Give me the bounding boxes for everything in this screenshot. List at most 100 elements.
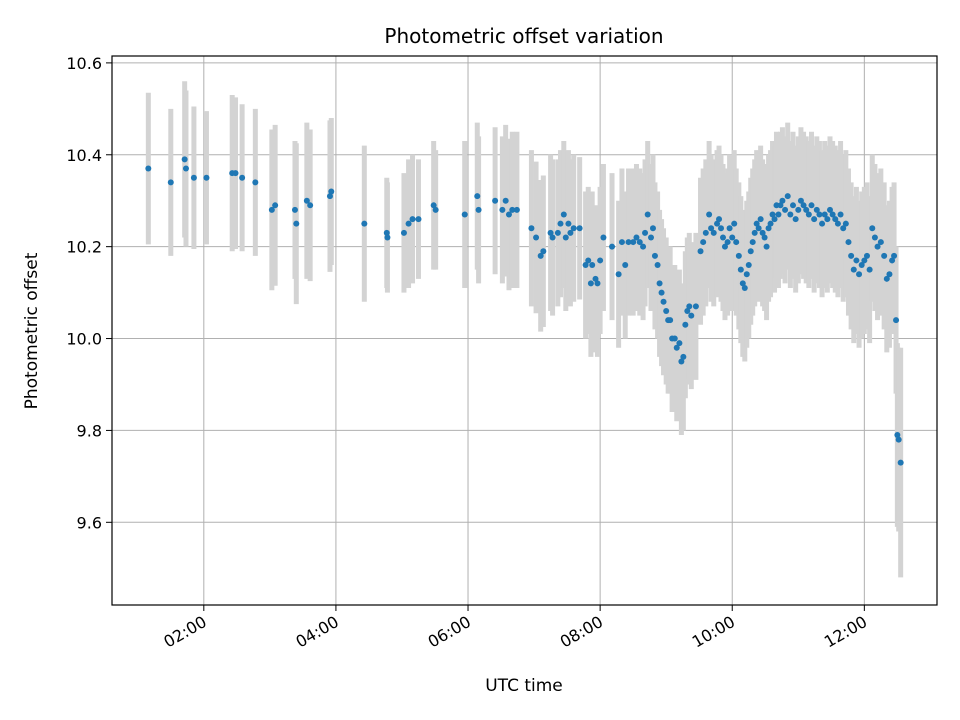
- data-point: [636, 239, 643, 246]
- data-point: [633, 234, 640, 241]
- data-point: [861, 257, 868, 264]
- data-point: [649, 225, 656, 232]
- data-point: [502, 197, 509, 204]
- data-point: [692, 303, 699, 310]
- data-point: [232, 170, 239, 177]
- data-point: [671, 335, 678, 342]
- data-point: [706, 211, 713, 218]
- data-point: [842, 220, 849, 227]
- data-point: [808, 202, 815, 209]
- y-tick-label: 9.6: [77, 513, 102, 532]
- data-point: [415, 216, 422, 223]
- data-point: [850, 266, 857, 273]
- data-point: [658, 289, 665, 296]
- data-point: [409, 216, 416, 223]
- data-point: [475, 206, 482, 213]
- data-point: [821, 211, 828, 218]
- y-tick-label: 10.0: [66, 330, 102, 349]
- data-point: [765, 225, 772, 232]
- data-point: [708, 225, 715, 232]
- data-point: [883, 275, 890, 282]
- data-point: [547, 229, 554, 236]
- data-point: [787, 211, 794, 218]
- data-point: [834, 220, 841, 227]
- data-point: [757, 216, 764, 223]
- data-point: [829, 211, 836, 218]
- data-point: [663, 307, 670, 314]
- data-point: [461, 211, 468, 218]
- data-point: [790, 202, 797, 209]
- data-point: [557, 220, 564, 227]
- data-point: [811, 216, 818, 223]
- data-point: [733, 239, 740, 246]
- data-point: [803, 206, 810, 213]
- data-point: [609, 243, 616, 250]
- data-point: [678, 358, 685, 365]
- y-tick-label: 10.2: [66, 238, 102, 257]
- data-point: [747, 248, 754, 255]
- y-tick-label: 9.8: [77, 421, 102, 440]
- data-point: [430, 202, 437, 209]
- data-point: [203, 174, 210, 181]
- data-point: [656, 280, 663, 287]
- data-point: [753, 220, 760, 227]
- data-point: [576, 225, 583, 232]
- data-point: [845, 239, 852, 246]
- data-point: [509, 206, 516, 213]
- data-point: [676, 340, 683, 347]
- data-point: [777, 202, 784, 209]
- data-point: [644, 211, 651, 218]
- data-point: [239, 174, 246, 181]
- data-point: [252, 179, 259, 186]
- data-point: [792, 216, 799, 223]
- data-point: [565, 220, 572, 227]
- data-point: [856, 271, 863, 278]
- data-point: [594, 280, 601, 287]
- data-point: [673, 344, 680, 351]
- data-point: [680, 353, 687, 360]
- data-point: [797, 197, 804, 204]
- data-point: [784, 193, 791, 200]
- data-point: [858, 262, 865, 269]
- y-axis-label: Photometric offset: [22, 252, 42, 409]
- data-point: [710, 229, 717, 236]
- data-point: [800, 202, 807, 209]
- data-point: [618, 239, 625, 246]
- data-point: [291, 206, 298, 213]
- data-point: [615, 271, 622, 278]
- data-point: [682, 321, 689, 328]
- data-point: [731, 220, 738, 227]
- data-point: [272, 202, 279, 209]
- x-axis-label: UTC time: [485, 676, 563, 696]
- data-point: [769, 211, 776, 218]
- data-point: [719, 234, 726, 241]
- data-point: [775, 211, 782, 218]
- data-point: [697, 248, 704, 255]
- data-point: [145, 165, 152, 172]
- data-point: [763, 243, 770, 250]
- data-point: [894, 432, 901, 439]
- data-point: [533, 234, 540, 241]
- data-point: [767, 220, 774, 227]
- data-point: [737, 266, 744, 273]
- data-point: [848, 252, 855, 259]
- data-point: [819, 220, 826, 227]
- data-point: [795, 206, 802, 213]
- data-point: [592, 275, 599, 282]
- data-point: [537, 252, 544, 259]
- data-point: [877, 239, 884, 246]
- data-point: [853, 257, 860, 264]
- data-point: [886, 271, 893, 278]
- data-point: [642, 229, 649, 236]
- data-point: [326, 193, 333, 200]
- data-point: [897, 459, 904, 466]
- data-point: [528, 225, 535, 232]
- data-point: [751, 229, 758, 236]
- data-points: [145, 156, 904, 466]
- data-point: [303, 197, 310, 204]
- data-point: [893, 317, 900, 324]
- data-point: [505, 211, 512, 218]
- data-point: [718, 225, 725, 232]
- data-point: [761, 234, 768, 241]
